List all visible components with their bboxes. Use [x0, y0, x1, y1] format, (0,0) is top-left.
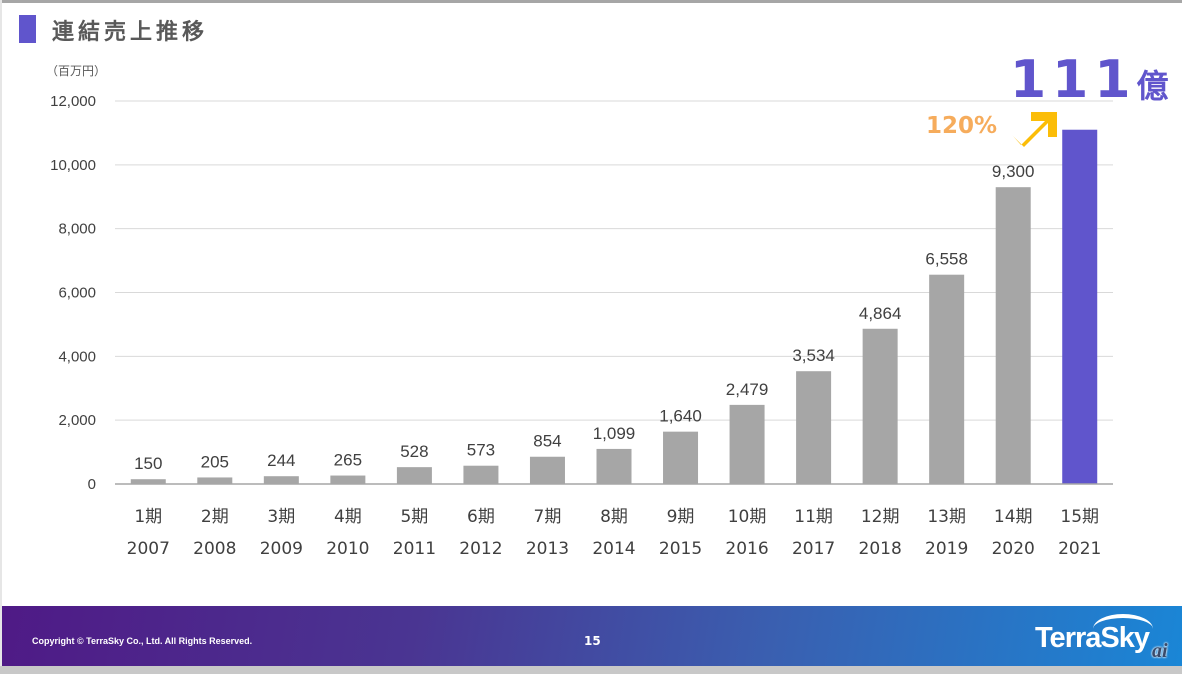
bars [130, 129, 1098, 485]
y-tick-label: 8,000 [58, 221, 96, 238]
x-category-label: 8期 [600, 507, 628, 527]
x-year-label: 2014 [592, 539, 635, 559]
x-axis-labels: 1期 2007 2期 2008 3期 2009 4期 2010 5期 2011 6期 2012 7期 20… [127, 507, 1102, 559]
y-axis-ticks: 0 2,000 4,000 6,000 8,000 10,000 12,000 [50, 93, 96, 493]
value-label: 244 [267, 451, 295, 470]
bar-2014 [596, 448, 632, 484]
value-label: 4,864 [859, 304, 902, 323]
value-label: 3,534 [792, 346, 835, 365]
bar-2020 [995, 187, 1031, 485]
bar-2013 [529, 456, 565, 484]
x-year-label: 2021 [1058, 539, 1101, 559]
bar-2011 [396, 467, 432, 484]
x-category-label: 5期 [400, 507, 428, 527]
bar-2010 [330, 475, 366, 484]
value-label: 265 [334, 451, 362, 470]
bar-2016 [729, 404, 765, 484]
x-category-label: 15期 [1060, 507, 1099, 527]
x-category-label: 14期 [994, 507, 1033, 527]
value-labels: 150 205 244 265 528 573 854 1,099 1,640 2,479 3,53… [134, 162, 1034, 473]
x-category-label: 13期 [927, 507, 966, 527]
x-year-label: 2013 [526, 539, 569, 559]
y-tick-label: 4,000 [58, 348, 96, 365]
logo-arc-icon [1093, 614, 1153, 644]
x-year-label: 2016 [725, 539, 768, 559]
x-year-label: 2012 [459, 539, 502, 559]
x-category-label: 2期 [201, 507, 229, 527]
x-category-label: 10期 [728, 507, 767, 527]
slide-bottom-border [0, 666, 1182, 674]
copyright-text: Copyright © TerraSky Co., Ltd. All Right… [32, 636, 253, 646]
bar-2019 [929, 274, 965, 484]
bar-2012 [463, 465, 499, 484]
bar-2009 [263, 476, 299, 484]
x-year-label: 2019 [925, 539, 968, 559]
value-label: 2,479 [726, 380, 769, 399]
highlight-unit: 億 [1136, 67, 1169, 105]
x-year-label: 2007 [127, 539, 170, 559]
y-tick-label: 10,000 [50, 157, 96, 174]
value-label: 528 [400, 442, 428, 461]
value-label: 6,558 [925, 250, 968, 269]
x-category-label: 12期 [861, 507, 900, 527]
value-label: 150 [134, 454, 162, 473]
y-tick-label: 0 [88, 476, 96, 493]
x-year-label: 2015 [659, 539, 702, 559]
x-category-label: 6期 [467, 507, 495, 527]
value-label: 573 [467, 441, 495, 460]
x-category-label: 1期 [134, 507, 162, 527]
x-year-label: 2010 [326, 539, 369, 559]
growth-arrow-icon [1012, 112, 1057, 147]
value-label: 854 [533, 432, 561, 451]
terrasky-logo: TerraSky [1035, 622, 1150, 654]
y-tick-label: 2,000 [58, 412, 96, 429]
y-tick-label: 12,000 [50, 93, 96, 110]
x-category-label: 7期 [534, 507, 562, 527]
chart-unit-label: （百万円） [46, 64, 107, 78]
title-accent-bar [19, 15, 36, 43]
x-year-label: 2017 [792, 539, 835, 559]
x-category-label: 9期 [667, 507, 695, 527]
x-category-label: 3期 [267, 507, 295, 527]
growth-rate-label: 120% [926, 113, 998, 139]
highlight-sales-value: 111億 [1010, 50, 1169, 110]
x-year-label: 2009 [260, 539, 303, 559]
bar-2015 [663, 431, 699, 484]
x-category-label: 11期 [794, 507, 833, 527]
page-number: 15 [584, 634, 601, 648]
bar-2021 [1062, 129, 1098, 484]
sales-bar-chart: 0 2,000 4,000 6,000 8,000 10,000 12,000 150 205… [50, 93, 1113, 559]
x-year-label: 2018 [859, 539, 902, 559]
slide-title: 連結売上推移 [52, 20, 209, 45]
value-label: 1,640 [659, 407, 702, 426]
y-tick-label: 6,000 [58, 285, 96, 302]
bar-2007 [130, 479, 166, 484]
slide-footer: Copyright © TerraSky Co., Ltd. All Right… [2, 606, 1182, 666]
value-label: 1,099 [593, 424, 636, 443]
x-year-label: 2011 [393, 539, 436, 559]
value-label: 205 [201, 452, 229, 471]
bar-2008 [197, 477, 233, 484]
value-label: 9,300 [992, 162, 1035, 181]
slide-top-border [0, 0, 1182, 3]
slide-left-border [0, 0, 2, 674]
logo-ai-badge: ai [1152, 640, 1168, 662]
x-category-label: 4期 [334, 507, 362, 527]
bar-2018 [862, 328, 898, 484]
bar-2017 [796, 371, 832, 484]
x-year-label: 2008 [193, 539, 236, 559]
x-year-label: 2020 [992, 539, 1035, 559]
highlight-number: 111 [1010, 50, 1137, 110]
